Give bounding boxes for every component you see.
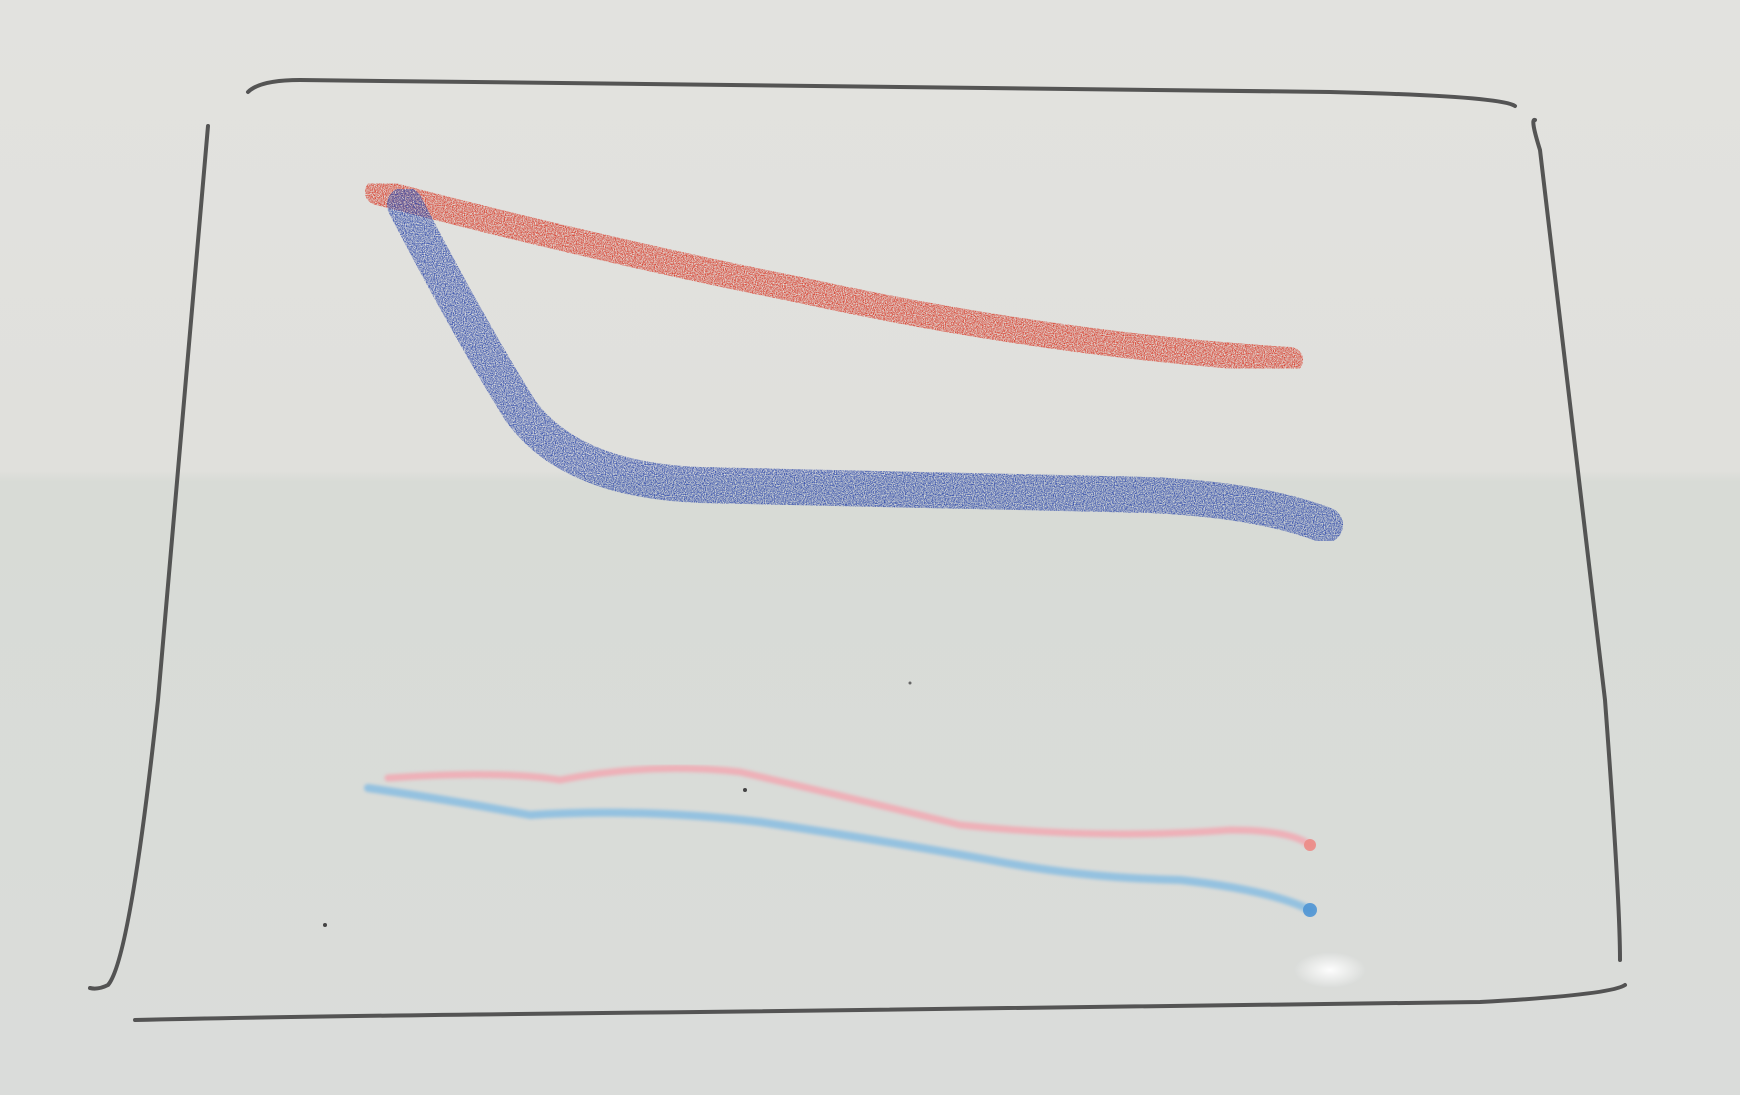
light-glare bbox=[1294, 952, 1366, 988]
pencil-frame bbox=[88, 77, 1627, 1022]
blue-crayon-line bbox=[387, 187, 1343, 543]
light-blue-marker-dot bbox=[1303, 903, 1317, 917]
speck bbox=[323, 923, 327, 927]
light-blue-marker-line bbox=[364, 784, 1314, 914]
speck bbox=[743, 788, 747, 792]
red-crayon-line bbox=[365, 179, 1303, 373]
pink-marker-dot bbox=[1304, 839, 1316, 851]
speck bbox=[908, 681, 912, 685]
pink-marker-line bbox=[384, 764, 1314, 849]
